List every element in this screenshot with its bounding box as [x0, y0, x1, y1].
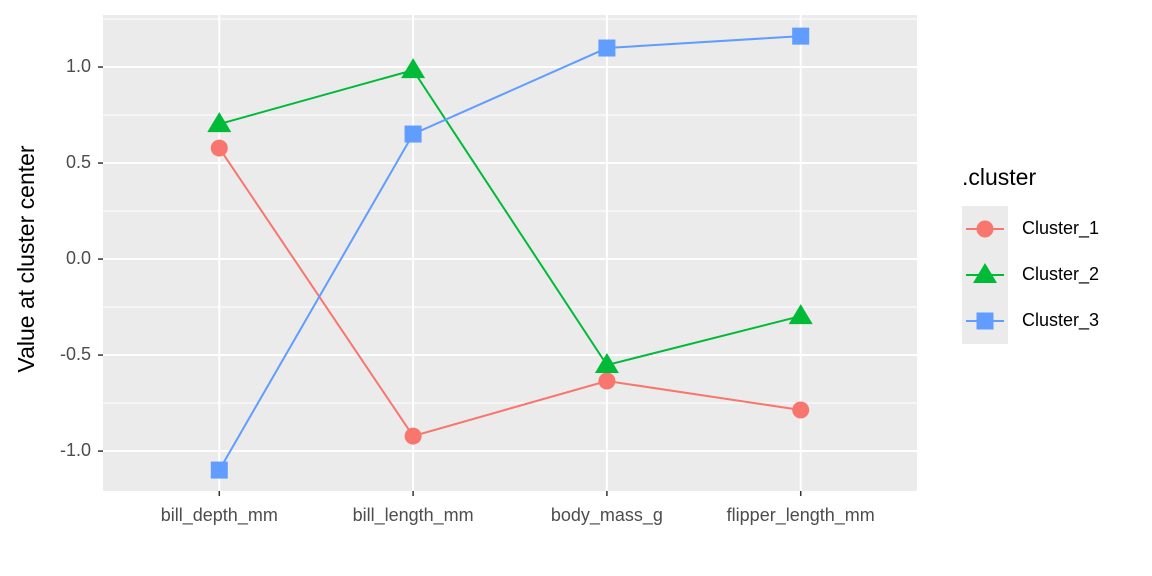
series-line [218, 35, 801, 471]
legend-marker [976, 220, 994, 238]
legend-marker [976, 312, 994, 330]
x-tick-label: flipper_length_mm [727, 505, 875, 526]
point [594, 353, 619, 374]
point [792, 401, 810, 419]
series-line [218, 147, 801, 438]
point [404, 427, 422, 445]
y-axis-title: Value at cluster center [13, 145, 39, 372]
point [598, 39, 616, 57]
y-tick-label: 0.0 [66, 248, 91, 268]
y-tick-label: 0.5 [66, 152, 91, 172]
series-line [219, 68, 801, 367]
y-tick-label: -1.0 [60, 440, 91, 460]
panel [103, 15, 917, 491]
x-tick-label: bill_length_mm [353, 505, 474, 526]
point [598, 372, 616, 390]
point [210, 461, 228, 479]
point [401, 58, 426, 79]
legend-label: Cluster_3 [1022, 310, 1099, 331]
point [207, 112, 232, 133]
x-tick-label: body_mass_g [551, 505, 663, 526]
point [404, 125, 422, 143]
point [210, 139, 228, 157]
y-tick-label: -0.5 [60, 344, 91, 364]
x-tick-label: bill_depth_mm [161, 505, 278, 526]
point [788, 304, 813, 325]
y-tick-label: 1.0 [66, 56, 91, 76]
legend-title: .cluster [962, 164, 1036, 190]
legend-label: Cluster_2 [1022, 264, 1099, 285]
point [792, 27, 810, 45]
legend-marker [973, 263, 997, 283]
legend-label: Cluster_1 [1022, 218, 1099, 239]
